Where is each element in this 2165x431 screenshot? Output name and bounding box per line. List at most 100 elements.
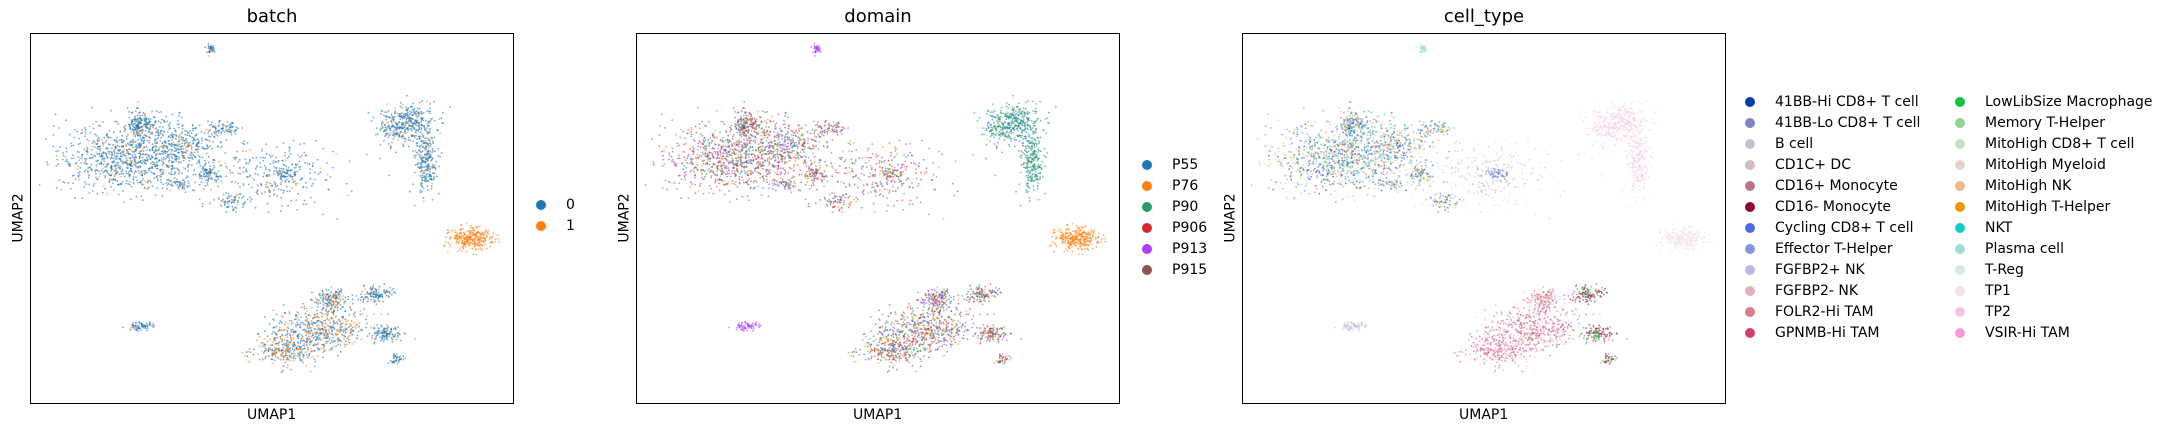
scatter-point: [737, 154, 740, 157]
scatter-point: [80, 162, 83, 164]
scatter-point: [366, 335, 369, 337]
scatter-point: [244, 201, 247, 203]
scatter-point: [476, 244, 479, 247]
scatter-point: [371, 334, 374, 337]
scatter-point: [707, 141, 710, 144]
scatter-point: [163, 130, 166, 133]
scatter-point: [256, 189, 259, 192]
scatter-point: [166, 150, 169, 153]
scatter-point: [303, 343, 306, 345]
scatter-point: [326, 173, 329, 176]
scatter-point: [229, 122, 232, 125]
scatter-point: [308, 352, 311, 355]
scatter-point: [166, 155, 169, 158]
scatter-point: [429, 170, 431, 173]
scatter-point: [123, 130, 126, 133]
scatter-point: [686, 132, 689, 135]
scatter-point: [390, 329, 393, 331]
scatter-point: [149, 118, 152, 120]
scatter-point: [708, 168, 710, 170]
scatter-point: [99, 149, 101, 152]
scatter-point: [283, 154, 286, 157]
scatter-point: [472, 231, 474, 234]
scatter-point: [178, 115, 180, 117]
scatter-point: [277, 344, 280, 346]
scatter-point: [317, 341, 319, 344]
scatter-point: [472, 253, 474, 256]
scatter-point: [211, 125, 214, 128]
scatter-point: [229, 128, 231, 131]
scatter-point: [81, 155, 83, 158]
scatter-point: [409, 119, 412, 122]
scatter-point: [385, 330, 388, 333]
scatter-point: [102, 168, 104, 170]
scatter-point: [205, 152, 208, 155]
scatter-point: [427, 146, 430, 149]
scatter-point: [395, 353, 398, 355]
scatter-point: [168, 165, 171, 167]
scatter-point: [408, 116, 411, 119]
scatter-point: [431, 167, 434, 170]
scatter-point: [146, 324, 148, 326]
scatter-point: [322, 319, 325, 322]
scatter-point: [386, 121, 389, 124]
scatter-point: [245, 168, 248, 170]
scatter-point: [382, 340, 385, 343]
scatter-point: [158, 134, 161, 137]
scatter-point: [481, 231, 484, 234]
scatter-point: [301, 321, 304, 324]
scatter-point: [673, 162, 676, 165]
scatter-point: [756, 154, 759, 157]
scatter-point: [134, 322, 137, 324]
scatter-point: [169, 153, 172, 155]
scatter-point: [167, 165, 169, 167]
scatter-point: [142, 118, 145, 121]
scatter-point: [420, 117, 422, 119]
scatter-point: [298, 166, 300, 168]
scatter-point: [172, 184, 174, 187]
scatter-point: [267, 355, 270, 357]
scatter-point: [143, 137, 146, 139]
scatter-point: [723, 193, 726, 196]
scatter-point: [256, 165, 258, 168]
scatter-point: [731, 172, 734, 175]
scatter-point: [86, 146, 88, 149]
scatter-point: [166, 120, 169, 123]
scatter-point: [106, 164, 108, 167]
scatter-point: [116, 161, 119, 164]
scatter-point: [746, 143, 749, 145]
scatter-point: [354, 311, 357, 314]
scatter-point: [132, 322, 135, 324]
scatter-point: [409, 190, 411, 193]
scatter-point: [400, 122, 403, 124]
scatter-point: [119, 130, 122, 133]
scatter-point: [729, 126, 731, 129]
scatter-point: [95, 134, 98, 137]
scatter-point: [268, 323, 271, 326]
scatter-point: [756, 162, 758, 165]
scatter-point: [170, 168, 173, 170]
scatter-point: [134, 155, 137, 158]
scatter-point: [343, 343, 346, 345]
scatter-point: [404, 124, 407, 127]
scatter-point: [387, 109, 390, 112]
scatter-point: [141, 172, 144, 175]
scatter-point: [319, 171, 322, 174]
scatter-point: [425, 165, 428, 168]
scatter-point: [144, 134, 147, 137]
scatter-point: [68, 164, 71, 167]
scatter-point: [186, 149, 189, 152]
scatter-point: [411, 108, 414, 111]
scatter-point: [476, 235, 479, 238]
scatter-point: [192, 137, 195, 139]
scatter-point: [384, 126, 387, 129]
scatter-point: [257, 173, 259, 176]
scatter-point: [234, 206, 237, 209]
scatter-point: [162, 162, 165, 165]
scatter-point: [204, 184, 207, 187]
scatter-point: [279, 178, 282, 181]
scatter-point: [163, 145, 166, 148]
scatter-point: [229, 171, 232, 174]
legend-label: 1: [566, 218, 575, 234]
scatter-point: [302, 336, 304, 338]
